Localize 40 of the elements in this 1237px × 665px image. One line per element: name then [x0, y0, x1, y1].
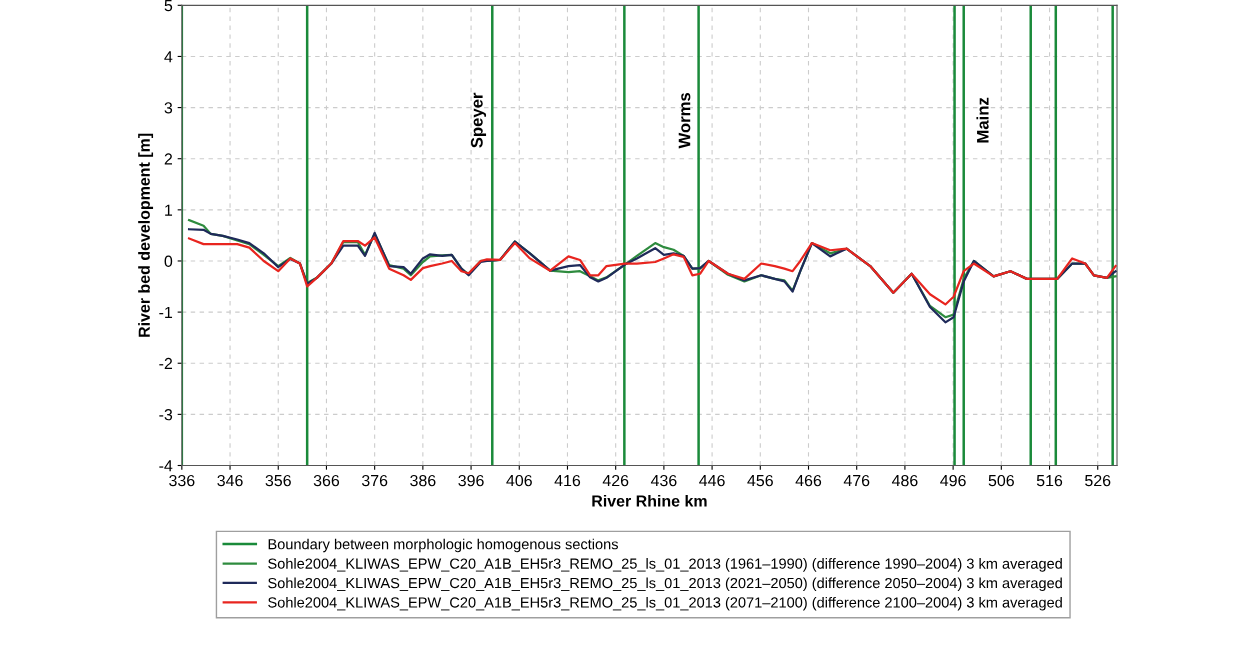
x-tick-label: 486: [891, 474, 918, 487]
y-tick-label: 2: [164, 153, 173, 165]
x-axis-title: River Rhine km: [592, 494, 707, 507]
x-tick-label: 356: [265, 474, 291, 487]
x-tick-label: 336: [169, 474, 195, 487]
y-tick-label: -1: [159, 306, 173, 318]
y-tick-label: -2: [159, 357, 173, 370]
y-axis-title: River bed development [m]: [138, 133, 154, 337]
line-series: [187, 236, 1117, 306]
x-tick-label: 366: [313, 474, 340, 487]
x-tick-label: 346: [217, 474, 243, 487]
x-tick-label: 386: [410, 474, 436, 487]
x-tick-label: 426: [602, 474, 629, 487]
x-tick-label: 416: [554, 474, 581, 487]
y-tick-label: 5: [164, 0, 173, 12]
y-tick-label: -3: [159, 409, 173, 421]
y-tick-label: 4: [164, 51, 173, 63]
y-tick-label: 3: [164, 102, 173, 114]
x-tick-label: 516: [1036, 474, 1063, 487]
y-tick-label: -4: [159, 460, 173, 472]
x-tick-label: 446: [699, 474, 725, 487]
x-tick-label: 436: [650, 474, 677, 487]
x-tick-label: 476: [843, 474, 870, 487]
x-tick-label: 506: [988, 474, 1014, 487]
legend-label: Sohle2004_KLIWAS_EPW_C20_A1B_EH5r3_REMO_25_ls_01_2013 (2021–2050) (difference 2050–2004) 3 km averaged: [268, 577, 1062, 592]
annotation: Worms: [678, 92, 691, 149]
y-tick-label: 0: [164, 255, 173, 267]
x-tick-label: 496: [940, 474, 966, 487]
x-tick-label: 396: [458, 474, 484, 487]
legend-label: Sohle2004_KLIWAS_EPW_C20_A1B_EH5r3_REMO_25_ls_01_2013 (2071–2100) (difference 2100–2004) 3 km averaged: [268, 596, 1062, 611]
annotation: Speyer: [470, 92, 487, 148]
x-tick-label: 456: [747, 474, 773, 487]
annotation: Mainz: [976, 97, 989, 143]
legend-label: Boundary between morphologic homogenous sections: [268, 538, 618, 553]
x-tick-label: 526: [1085, 474, 1111, 487]
x-tick-label: 376: [361, 474, 388, 487]
y-tick-label: 1: [165, 204, 173, 216]
legend-label: Sohle2004_KLIWAS_EPW_C20_A1B_EH5r3_REMO_25_ls_01_2013 (1961–1990) (difference 1990–2004) 3 km averaged: [268, 558, 1062, 572]
x-tick-label: 466: [795, 474, 822, 487]
x-tick-label: 406: [506, 474, 532, 487]
